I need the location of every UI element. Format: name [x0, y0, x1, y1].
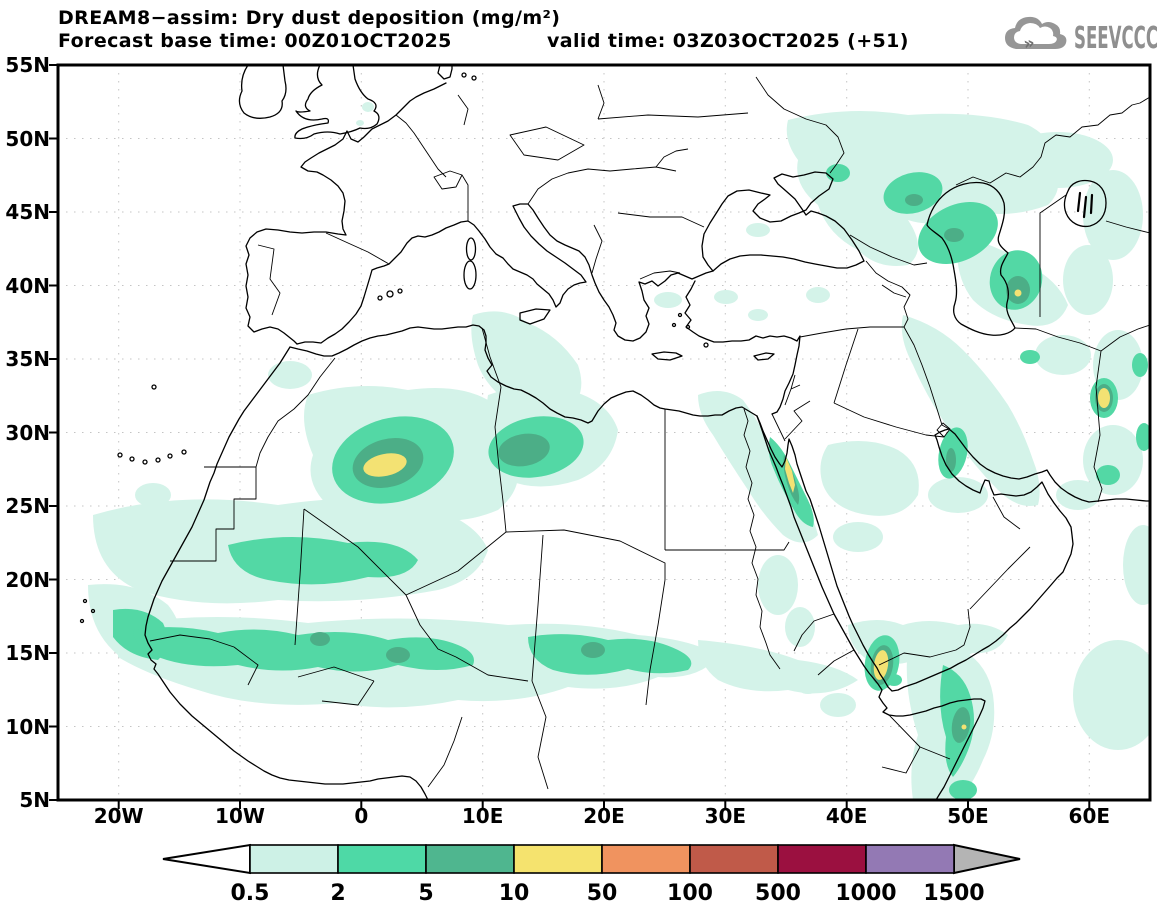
svg-text:10: 10	[499, 881, 530, 906]
lat-tick-label: 45N	[5, 200, 50, 224]
svg-text:1000: 1000	[835, 881, 896, 906]
colorbar-labels: 0.5 2 5 10 50 100 500 1000 1500	[231, 881, 985, 906]
valid-time: valid time: 03Z03OCT2025 (+51)	[547, 30, 909, 52]
svg-text:50: 50	[587, 881, 618, 906]
lon-tick-label: 0	[354, 804, 369, 828]
colorbar-legend: 0.5 2 5 10 50 100 500 1000 1500	[162, 843, 1021, 906]
lat-tick-label: 10N	[5, 714, 50, 739]
country-borders	[149, 76, 1150, 790]
svg-text:1500: 1500	[923, 881, 984, 906]
page-title: DREAM8−assim: Dry dust deposition (mg/m²…	[58, 7, 561, 29]
dust-level1-light	[88, 102, 1150, 800]
colorbar-under-arrow	[162, 843, 251, 875]
lat-tick-label: 15N	[5, 641, 50, 665]
lon-tick-label: 20W	[93, 804, 144, 828]
lon-tick-label: 30E	[704, 804, 747, 828]
seevccc-logo: » SEEVCCC	[1005, 16, 1158, 56]
lon-tick-label: 60E	[1068, 804, 1111, 828]
lon-tick-label: 10E	[461, 804, 504, 828]
lat-tick-label: 55N	[5, 53, 50, 77]
lat-tick-label: 25N	[5, 494, 50, 518]
lat-tick-label: 50N	[5, 126, 50, 151]
lat-tick-label: 40N	[5, 273, 50, 298]
forecast-map	[49, 63, 1152, 809]
lon-tick-label: 40E	[825, 804, 868, 828]
lon-tick-label: 50E	[947, 804, 989, 828]
svg-text:»: »	[1022, 33, 1036, 55]
svg-text:0.5: 0.5	[231, 881, 270, 906]
lat-tick-label: 35N	[5, 347, 50, 371]
svg-text:2: 2	[330, 881, 345, 906]
cloud-icon: »	[1005, 16, 1067, 55]
lon-tick-label: 10W	[215, 804, 265, 828]
svg-text:500: 500	[755, 881, 801, 906]
svg-text:100: 100	[667, 881, 713, 906]
logo-text: SEEVCCC	[1074, 21, 1158, 56]
colorbar-segments	[249, 844, 955, 874]
map-frame	[49, 63, 1152, 809]
dust-level4-yellow	[363, 289, 1110, 730]
forecast-base-time: Forecast base time: 00Z01OCT2025	[58, 30, 452, 52]
colorbar-over-arrow	[953, 843, 1021, 875]
lat-tick-label: 20N	[5, 567, 50, 592]
svg-text:5: 5	[418, 881, 433, 906]
lat-tick-label: 30N	[5, 420, 50, 445]
lon-tick-label: 20E	[583, 804, 625, 828]
coastlines	[79, 65, 1150, 800]
lat-tick-label: 5N	[19, 788, 50, 812]
